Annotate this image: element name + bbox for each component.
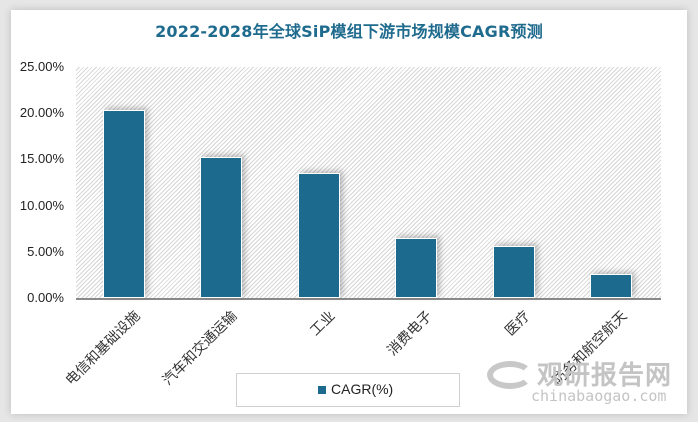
chart-title: 2022-2028年全球SiP模组下游市场规模CAGR预测 bbox=[155, 22, 543, 41]
bar[interactable] bbox=[200, 156, 243, 298]
bar[interactable] bbox=[590, 273, 633, 298]
y-tick-label: 20.00% bbox=[19, 105, 64, 121]
y-tick-label: 15.00% bbox=[19, 151, 64, 167]
x-axis-line bbox=[76, 298, 661, 300]
bar[interactable] bbox=[395, 237, 438, 298]
y-tick-label: 0.00% bbox=[27, 290, 64, 305]
watermark-cn: 观研报告网 bbox=[537, 361, 673, 391]
bar[interactable] bbox=[492, 246, 535, 298]
plot-area bbox=[76, 67, 661, 298]
legend-swatch bbox=[318, 386, 326, 394]
y-tick-label: 25.00% bbox=[19, 59, 64, 74]
bar[interactable] bbox=[102, 110, 145, 298]
y-tick-label: 5.00% bbox=[27, 243, 64, 259]
watermark-en: chinabaogao.com bbox=[531, 387, 667, 405]
legend: CAGR(%) bbox=[236, 373, 460, 407]
watermark: 观研报告网 chinabaogao.com bbox=[487, 355, 687, 410]
watermark-logo-icon bbox=[487, 361, 533, 389]
bar[interactable] bbox=[297, 173, 340, 298]
y-tick-label: 10.00% bbox=[19, 197, 64, 213]
legend-label: CAGR(%) bbox=[331, 381, 394, 397]
